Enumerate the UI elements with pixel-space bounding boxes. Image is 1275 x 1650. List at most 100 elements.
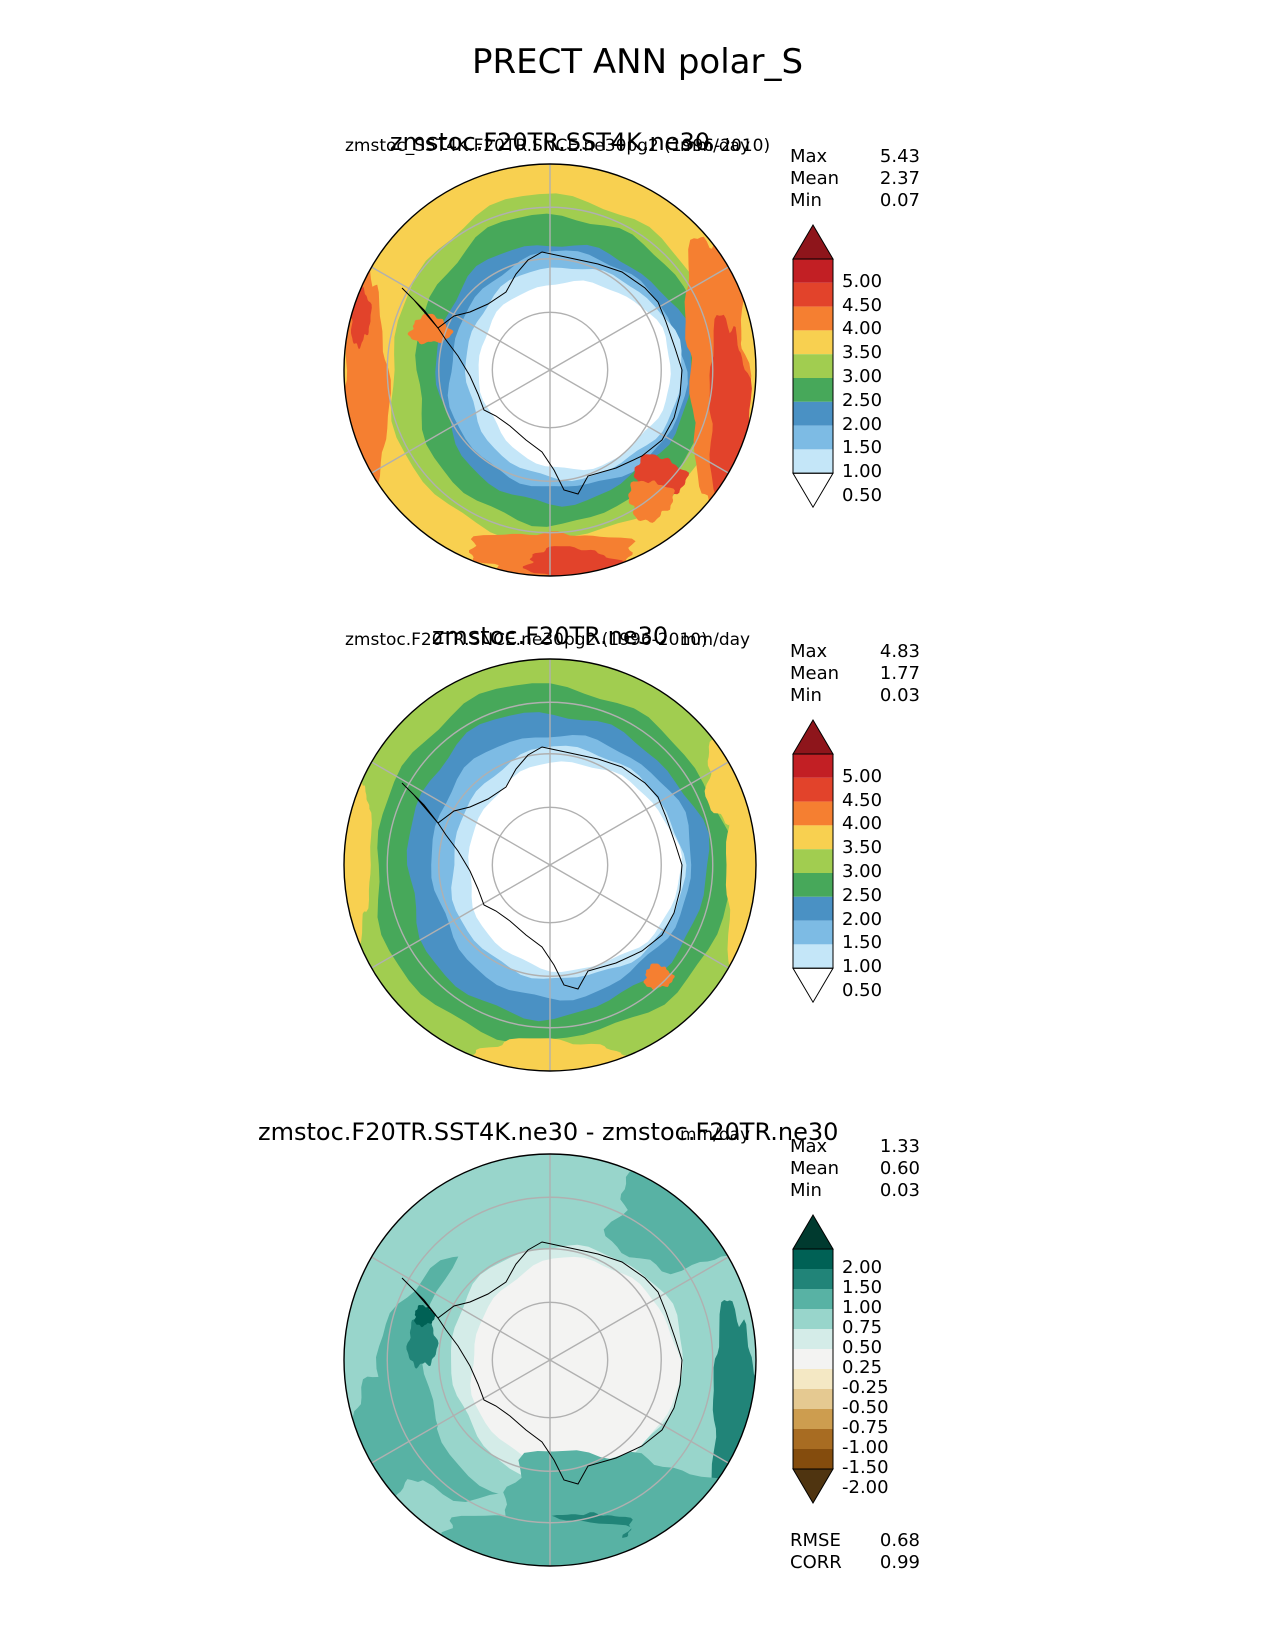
- colorbar-tick-label: 2.00: [842, 908, 883, 930]
- colorbar-tick-label: 0.50: [842, 980, 883, 1001]
- panel-1-units: mm/day: [680, 136, 751, 156]
- longitude-gridline: [549, 761, 729, 866]
- coastline-peninsula: [401, 287, 439, 329]
- colorbar-tick-label: 0.50: [842, 485, 883, 506]
- panel-3-units: mm/day: [680, 1125, 751, 1145]
- longitude-gridline: [371, 864, 551, 969]
- longitude-gridline: [371, 266, 551, 371]
- colorbar-tick-label: -0.25: [842, 1377, 889, 1398]
- colorbar-frame: [792, 753, 834, 969]
- colorbar-swatch: [793, 944, 833, 969]
- map-contour-patch: [453, 1038, 658, 1071]
- colorbar-swatch: [793, 849, 833, 873]
- colorbar-swatch: [793, 282, 833, 307]
- panel-2-stat-max: Max 4.83: [790, 641, 920, 662]
- colorbar-tick-label: 1.50: [842, 932, 883, 954]
- colorbar-tick-label: 4.50: [842, 789, 883, 811]
- colorbar-tick-label: -0.75: [842, 1417, 889, 1438]
- panel-1-colorbar: [792, 224, 834, 509]
- panel-2-units: mm/day: [680, 630, 751, 650]
- panel-1-map: [343, 163, 757, 577]
- colorbar-swatch: [793, 1289, 833, 1309]
- panel-3-stat-mean: Mean 0.60: [790, 1158, 920, 1179]
- colorbar-swatch: [793, 401, 833, 426]
- longitude-gridline: [371, 761, 551, 866]
- panel-1-subtitle: zmstoc_SST4K.F20TR.SNCE.ne30pg2 (1996-20…: [345, 136, 771, 156]
- colorbar-swatch: [793, 1389, 833, 1409]
- longitude-gridline: [549, 864, 729, 969]
- coastline: [437, 1241, 683, 1485]
- colorbar-tick-label: 3.50: [842, 837, 883, 859]
- colorbar-tick-label: 2.50: [842, 884, 883, 906]
- panel-2-title: zmstoc.F20TR.ne30: [431, 622, 669, 650]
- colorbar-swatch: [793, 873, 833, 897]
- colorbar-tick-label: 0.50: [842, 1337, 883, 1358]
- longitude-gridline: [549, 266, 729, 371]
- colorbar-tick-label: -1.50: [842, 1457, 889, 1478]
- panel-2-stat-mean: Mean 1.77: [790, 663, 920, 684]
- colorbar-tick-label: 2.00: [842, 1257, 883, 1278]
- longitude-gridline: [371, 1256, 551, 1361]
- colorbar-swatch: [793, 777, 833, 802]
- colorbar-swatch: [793, 1369, 833, 1389]
- colorbar-tick-label: 3.00: [842, 861, 883, 882]
- colorbar-swatch: [793, 306, 833, 331]
- panel-1-stat-min: Min 0.07: [790, 190, 920, 211]
- colorbar-swatch: [793, 1249, 833, 1269]
- colorbar-swatch: [793, 1309, 833, 1329]
- colorbar-swatch: [793, 1349, 833, 1369]
- longitude-gridline: [371, 1359, 551, 1464]
- coastline: [437, 746, 683, 990]
- map-contour-patch: [414, 1305, 436, 1328]
- map-contour-patch: [522, 546, 624, 576]
- colorbar-swatch: [793, 754, 833, 778]
- colorbar-tick-label: 4.00: [842, 813, 883, 835]
- colorbar-tick-label: -0.50: [842, 1397, 889, 1418]
- longitude-gridline: [371, 369, 551, 474]
- colorbar-tick-label: -2.00: [842, 1477, 889, 1498]
- colorbar-tick-label: 2.50: [842, 389, 883, 411]
- colorbar-tick-label: 3.50: [842, 342, 883, 364]
- colorbar-extend-min: [792, 967, 834, 1004]
- colorbar-extend-max: [792, 719, 834, 755]
- panel-2-subtitle: zmstoc.F20TR.SNCE.ne30pg2 (1996-2010): [345, 630, 708, 650]
- panel-2-map: [343, 658, 757, 1072]
- colorbar-tick-label: 1.50: [842, 437, 883, 459]
- colorbar-frame: [792, 1248, 834, 1470]
- colorbar-tick-label: 5.00: [842, 270, 883, 292]
- colorbar-tick-label: 1.00: [842, 461, 883, 483]
- colorbar-swatch: [793, 1269, 833, 1289]
- map-contour-patch: [628, 480, 675, 523]
- colorbar-tick-label: 5.00: [842, 765, 883, 787]
- map-boundary: [343, 1153, 757, 1567]
- panel-2-colorbar: [792, 719, 834, 1004]
- colorbar-swatch: [793, 801, 833, 826]
- map-contour-patch: [441, 1514, 632, 1566]
- colorbar-tick-label: 2.00: [842, 413, 883, 435]
- colorbar-tick-label: 1.50: [842, 1277, 883, 1298]
- colorbar-extend-max: [792, 224, 834, 260]
- panel-3-colorbar: [792, 1214, 834, 1504]
- colorbar-extend-min: [792, 472, 834, 509]
- colorbar-extend-min: [792, 1468, 834, 1504]
- colorbar-tick-label: 3.00: [842, 366, 883, 387]
- panel-3-map: [343, 1153, 757, 1567]
- colorbar-swatch: [793, 1429, 833, 1449]
- colorbar-tick-label: 4.00: [842, 318, 883, 340]
- colorbar-tick-label: 4.50: [842, 294, 883, 316]
- panel-3-stat-max: Max 1.33: [790, 1136, 920, 1157]
- longitude-gridline: [549, 1359, 729, 1464]
- coastline-peninsula: [401, 782, 439, 824]
- colorbar-swatch: [793, 259, 833, 283]
- colorbar-swatch: [793, 1409, 833, 1429]
- colorbar-swatch: [793, 896, 833, 921]
- map-contour-patch: [407, 313, 454, 345]
- colorbar-frame: [792, 258, 834, 474]
- colorbar-tick-label: 0.75: [842, 1317, 883, 1338]
- panel-1-stat-mean: Mean 2.37: [790, 168, 920, 189]
- colorbar-swatch: [793, 354, 833, 378]
- panel-1-stat-max: Max 5.43: [790, 146, 920, 167]
- colorbar-swatch: [793, 1449, 833, 1469]
- map-boundary: [343, 163, 757, 577]
